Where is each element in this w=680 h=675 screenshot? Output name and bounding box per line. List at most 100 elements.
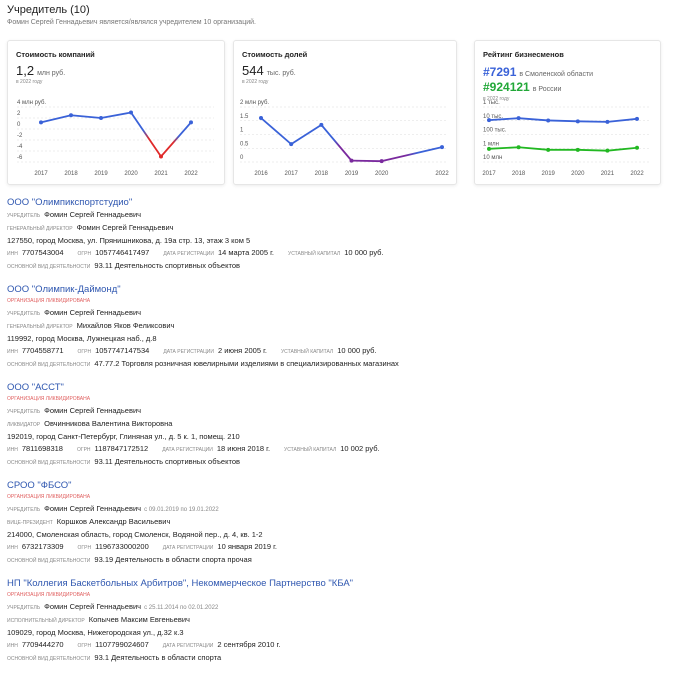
detail-label: ОГРН xyxy=(77,251,92,257)
x-tick-label: 2020 xyxy=(571,171,585,177)
organization-name[interactable]: ООО "Олимпик-Даймонд" xyxy=(7,284,121,295)
detail-value: 7709444270 xyxy=(21,640,64,649)
activity-row: ОСНОВНОЙ ВИД ДЕЯТЕЛЬНОСТИ 93.11 Деятельно… xyxy=(7,260,675,273)
person-name: Копычев Максим Евгеньевич xyxy=(88,615,190,624)
organization-name[interactable]: ООО "АССТ" xyxy=(7,382,64,393)
organization: НП "Коллегия Баскетбольных Арбитров", Не… xyxy=(7,577,675,665)
line-segment xyxy=(160,121,192,158)
person-name: Михайлов Яков Феликсович xyxy=(76,321,175,330)
organization-status: ОРГАНИЗАЦИЯ ЛИКВИДИРОВАНА xyxy=(7,298,91,304)
detail-label: ДАТА РЕГИСТРАЦИИ xyxy=(162,447,213,453)
activity-label: ОСНОВНОЙ ВИД ДЕЯТЕЛЬНОСТИ xyxy=(7,460,91,466)
role-label: ГЕНЕРАЛЬНЫЙ ДИРЕКТОР xyxy=(7,324,73,330)
data-point xyxy=(349,158,354,163)
data-point xyxy=(319,122,324,127)
page-title: Учредитель (10) xyxy=(7,4,90,16)
role-label: УЧРЕДИТЕЛЬ xyxy=(7,605,41,611)
x-tick-label: 2022 xyxy=(630,171,644,177)
page-subtitle: Фомин Сергей Геннадьевич является/являлс… xyxy=(7,19,256,26)
stat-card: 1 тыс. 10 тыс. 100 тыс. 1 млн 10 млн 2017 2018… xyxy=(474,40,661,185)
card-unit: в Смоленской области xyxy=(519,71,594,78)
detail-value: 1057747147534 xyxy=(95,346,150,355)
activity-label: ОСНОВНОЙ ВИД ДЕЯТЕЛЬНОСТИ xyxy=(7,558,91,564)
card-value: 544 xyxy=(242,63,264,78)
data-point xyxy=(259,116,263,120)
x-tick-label: 2022 xyxy=(435,171,449,177)
role-label: УЧРЕДИТЕЛЬ xyxy=(7,213,41,219)
y-tick-label: 10 тыс. xyxy=(483,114,503,120)
card-title: Стоимость компаний xyxy=(16,50,95,59)
person-name: Фомин Сергей Геннадьевич xyxy=(44,406,142,415)
activity-row: ОСНОВНОЙ ВИД ДЕЯТЕЛЬНОСТИ 47.77.2 Торговл… xyxy=(7,358,675,371)
person-name: Фомин Сергей Геннадьевич xyxy=(76,223,174,232)
details-row: ИНН 7811698318 ОГРН 1187847172512 ДАТА РЕГИС… xyxy=(7,443,675,456)
role-label: ЛИКВИДАТОР xyxy=(7,422,41,428)
line-segment xyxy=(260,117,292,145)
data-point xyxy=(635,116,639,121)
line-segment xyxy=(518,146,549,151)
detail-value: 14 марта 2005 г. xyxy=(217,248,275,257)
card-value: #7291 xyxy=(483,65,517,79)
data-point xyxy=(605,119,610,124)
y-tick-label: 2 млн руб. xyxy=(240,100,269,106)
person-period: с 25.11.2014 по 02.01.2022 xyxy=(144,605,219,611)
organization-name[interactable]: СРОО "ФБСО" xyxy=(7,480,72,491)
detail-value: 7811698318 xyxy=(21,444,63,453)
x-tick-label: 2019 xyxy=(345,171,359,177)
card-value: #924121 xyxy=(483,80,530,94)
stat-card: 2 млн руб. 1.5 1 0.5 0 2016 2017 2018 2019 2020 20… xyxy=(233,40,457,185)
address: 214000, Смоленская область, город Смолен… xyxy=(7,530,263,539)
line-segment xyxy=(577,148,608,152)
role-label: ГЕНЕРАЛЬНЫЙ ДИРЕКТОР xyxy=(7,226,73,232)
y-tick-label: 0.5 xyxy=(240,141,249,147)
y-tick-label: 0 xyxy=(17,122,21,128)
activity-row: ОСНОВНОЙ ВИД ДЕЯТЕЛЬНОСТИ 93.19 Деятельно… xyxy=(7,554,675,567)
person-row: ВИЦЕ-ПРЕЗИДЕНТ Коршков Александр Васильев… xyxy=(7,516,675,529)
address: 127550, город Москва, ул. Прянишникова, … xyxy=(7,236,251,245)
x-tick-label: 2018 xyxy=(315,171,329,177)
data-point xyxy=(516,116,521,121)
activity-value: 47.77.2 Торговля розничная ювелирными из… xyxy=(94,359,399,368)
activity-value: 93.11 Деятельность спортивных объектов xyxy=(94,457,240,466)
person-row: УЧРЕДИТЕЛЬ Фомин Сергей Геннадьевич с 09.0… xyxy=(7,503,675,516)
person-name: Фомин Сергей Геннадьевич xyxy=(44,210,142,219)
detail-label: УСТАВНЫЙ КАПИТАЛ xyxy=(281,349,334,355)
activity-label: ОСНОВНОЙ ВИД ДЕЯТЕЛЬНОСТИ xyxy=(7,362,91,368)
card-unit: тыс. руб. xyxy=(266,70,296,77)
organization-name[interactable]: НП "Коллегия Баскетбольных Арбитров", Не… xyxy=(7,578,354,589)
data-point xyxy=(39,120,43,125)
organization-list: ООО "Олимпикспортстудио" УЧРЕДИТЕЛЬ Фомин … xyxy=(7,196,675,675)
card-value-line: #7291 в Смоленской области xyxy=(483,65,593,79)
person-row: ЛИКВИДАТОР Овчинникова Валентина Викторов… xyxy=(7,418,675,431)
activity-value: 93.1 Деятельность в области спорта xyxy=(94,653,222,662)
data-point xyxy=(129,110,133,115)
activity-label: ОСНОВНОЙ ВИД ДЕЯТЕЛЬНОСТИ xyxy=(7,656,91,662)
x-tick-label: 2019 xyxy=(94,171,108,177)
x-tick-label: 2017 xyxy=(284,171,298,177)
x-tick-label: 2018 xyxy=(64,171,78,177)
y-tick-label: 1 тыс. xyxy=(483,100,500,106)
data-point xyxy=(69,113,73,118)
organization: ООО "АССТ" ОРГАНИЗАЦИЯ ЛИКВИДИРОВАНА УЧРЕД… xyxy=(7,381,675,469)
card-title: Стоимость долей xyxy=(242,50,308,59)
person-name: Фомин Сергей Геннадьевич xyxy=(44,308,142,317)
organization-status: ОРГАНИЗАЦИЯ ЛИКВИДИРОВАНА xyxy=(7,494,91,500)
detail-value: 10 002 руб. xyxy=(340,444,380,453)
organization-name[interactable]: ООО "Олимпикспортстудио" xyxy=(7,197,133,208)
data-point xyxy=(546,147,551,152)
x-tick-label: 2021 xyxy=(601,171,615,177)
card-unit: млн руб. xyxy=(37,70,66,77)
role-label: ВИЦЕ-ПРЕЗИДЕНТ xyxy=(7,520,53,526)
detail-label: ОГРН xyxy=(76,447,91,453)
line-segment xyxy=(130,111,162,158)
line-segment xyxy=(290,124,322,145)
person-row: УЧРЕДИТЕЛЬ Фомин Сергей Геннадьевич xyxy=(7,307,675,320)
detail-value: 6732173309 xyxy=(21,542,64,551)
detail-value: 2 сентября 2010 г. xyxy=(217,640,281,649)
detail-label: УСТАВНЫЙ КАПИТАЛ xyxy=(284,447,337,453)
line-segment xyxy=(381,146,443,163)
person-row: УЧРЕДИТЕЛЬ Фомин Сергей Геннадьевич с 25.1… xyxy=(7,601,675,614)
y-tick-label: 10 млн xyxy=(483,155,502,161)
x-tick-label: 2017 xyxy=(34,171,48,177)
y-tick-label: 1 млн xyxy=(483,141,499,147)
